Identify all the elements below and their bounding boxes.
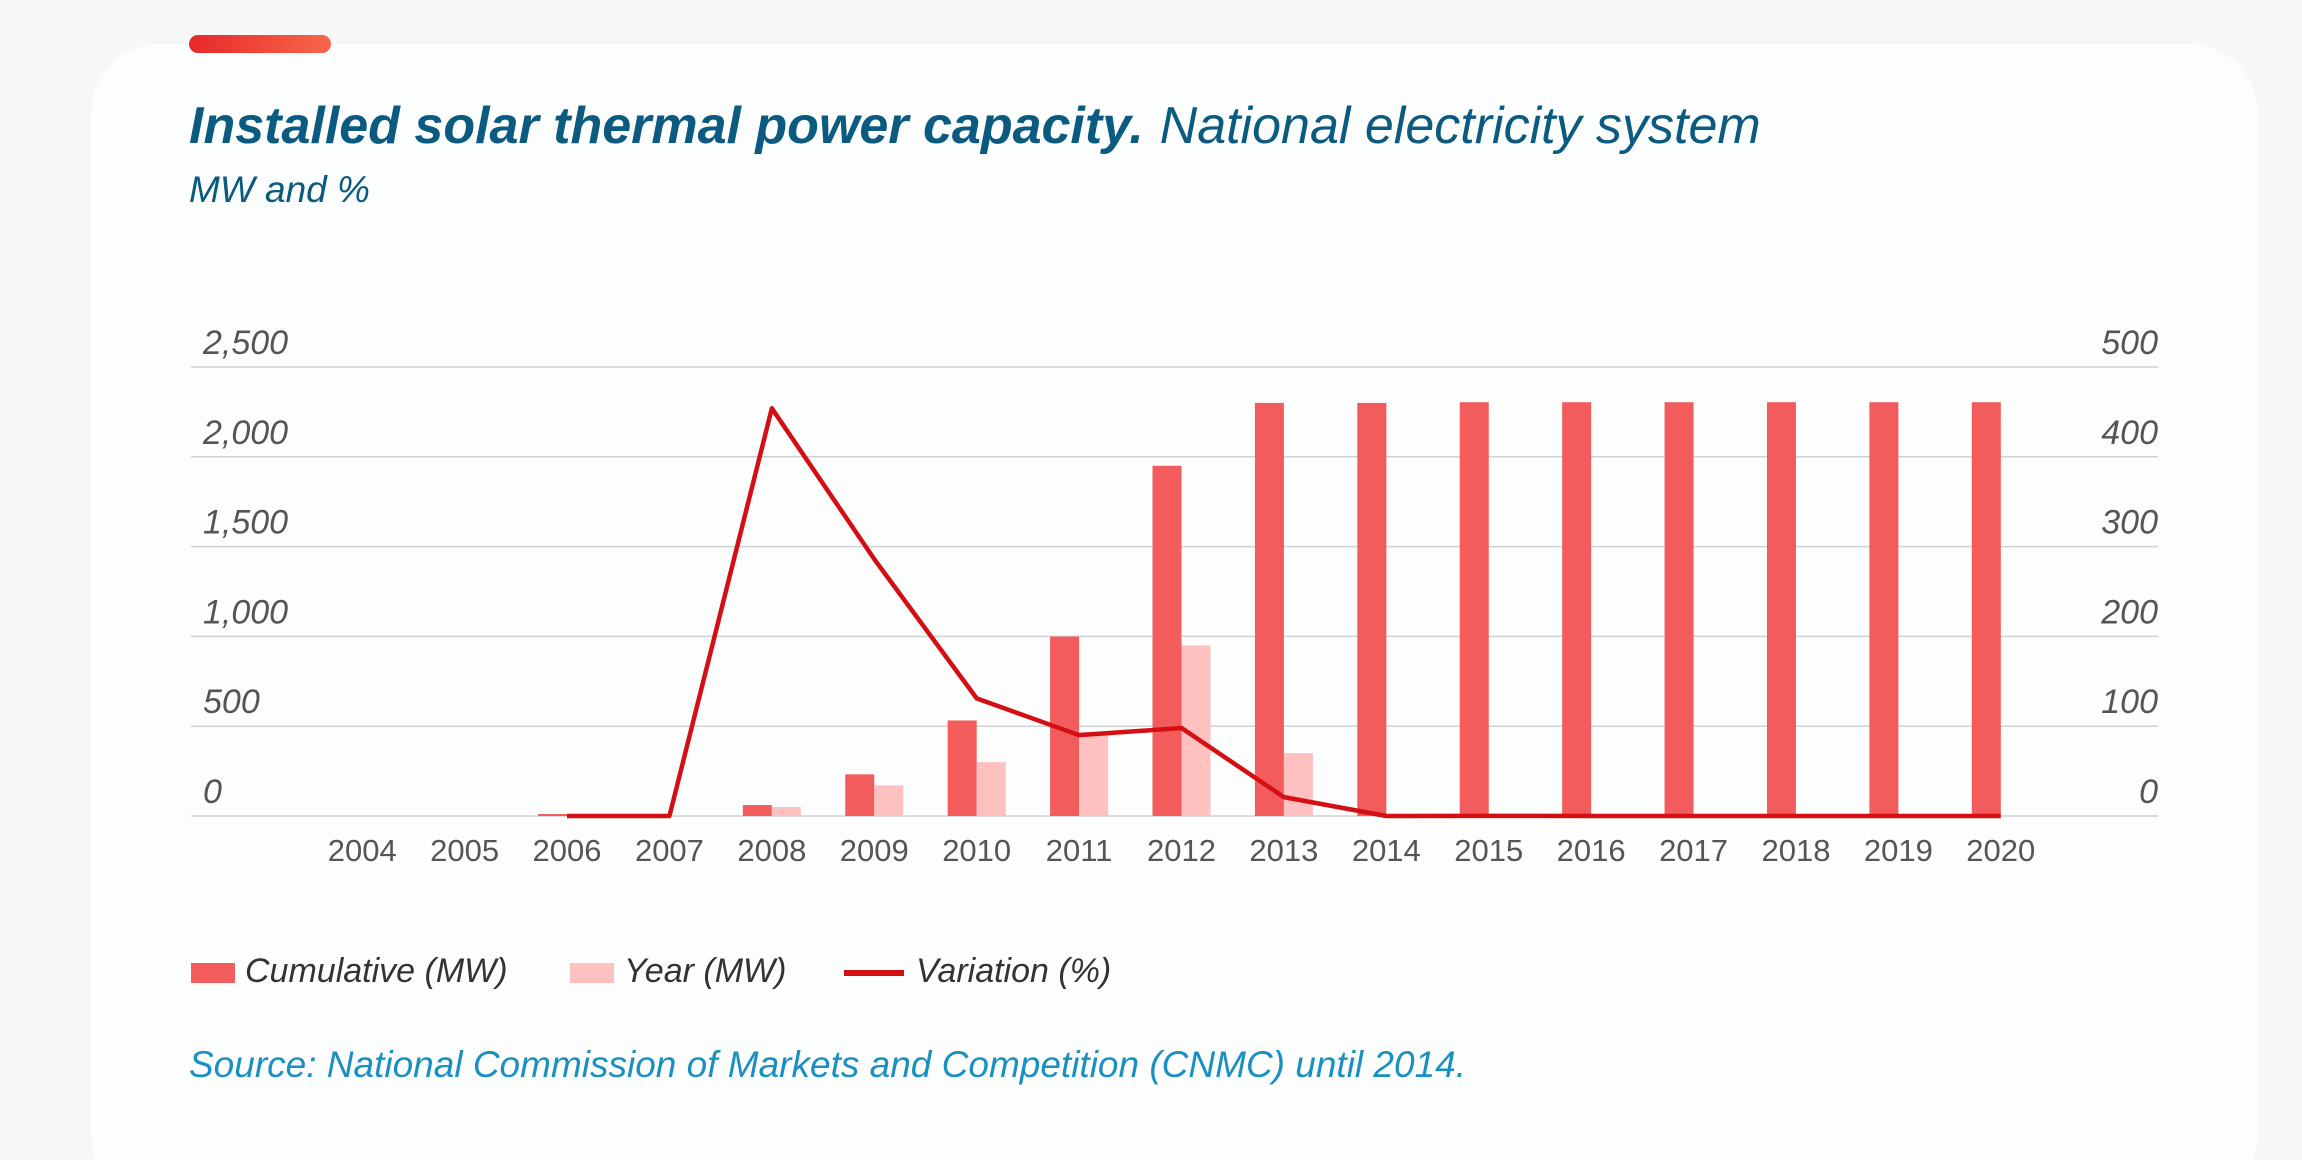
subtitle: MW and % <box>189 169 370 210</box>
bar <box>1152 465 1182 816</box>
bar <box>742 805 772 816</box>
x-tick-label: 2009 <box>840 833 909 868</box>
accent-bar <box>189 35 331 53</box>
bar <box>1283 753 1313 816</box>
y2-tick-label: 500 <box>2101 324 2158 362</box>
y2-tick-label: 100 <box>2101 683 2158 721</box>
y-tick-label: 500 <box>203 683 260 721</box>
x-tick-label: 2017 <box>1659 833 1728 868</box>
bar <box>1664 402 1694 816</box>
legend-label: Cumulative (MW) <box>245 952 508 990</box>
x-tick-label: 2005 <box>430 833 499 868</box>
x-tick-label: 2020 <box>1966 833 2035 868</box>
chart-title: Installed solar thermal power capacity. N… <box>189 97 1761 155</box>
x-tick-label: 2007 <box>635 833 704 868</box>
y2-tick-label: 300 <box>2101 504 2158 542</box>
bar <box>976 762 1006 816</box>
y2-tick-label: 0 <box>2139 773 2158 811</box>
x-tick-label: 2019 <box>1864 833 1933 868</box>
bar <box>1766 402 1796 816</box>
title-main: Installed solar thermal power capacity. <box>189 97 1144 155</box>
y-tick-label: 1,500 <box>203 504 288 542</box>
y-tick-label: 0 <box>203 773 222 811</box>
source: Source: National Commission of Markets a… <box>189 1044 1466 1085</box>
y-tick-label: 2,000 <box>202 414 288 452</box>
bar <box>771 807 801 816</box>
x-tick-label: 2016 <box>1557 833 1626 868</box>
x-tick-label: 2015 <box>1454 833 1523 868</box>
legend-label: Year (MW) <box>624 952 786 990</box>
y2-tick-label: 400 <box>2101 414 2158 452</box>
x-tick-label: 2014 <box>1352 833 1421 868</box>
x-tick-label: 2011 <box>1046 833 1113 868</box>
x-tick-label: 2013 <box>1249 833 1318 868</box>
bar <box>1562 402 1592 816</box>
bar <box>1079 732 1109 816</box>
x-tick-label: 2010 <box>942 833 1011 868</box>
title-suffix: National electricity system <box>1160 97 1761 155</box>
x-tick-label: 2004 <box>328 833 397 868</box>
x-tick-label: 2018 <box>1761 833 1830 868</box>
legend-label: Variation (%) <box>916 952 1111 990</box>
bar <box>845 774 875 816</box>
bar <box>947 720 977 816</box>
bar <box>1459 402 1489 816</box>
x-tick-label: 2012 <box>1147 833 1216 868</box>
y-tick-label: 1,000 <box>203 593 288 631</box>
legend-swatch <box>191 963 235 983</box>
line-series <box>567 406 2001 819</box>
bar <box>1971 402 2001 816</box>
bar <box>1869 402 1899 816</box>
bar <box>874 785 904 816</box>
bar <box>1357 402 1387 816</box>
y-tick-label: 2,500 <box>202 324 288 362</box>
legend-swatch <box>570 963 614 983</box>
x-tick-label: 2006 <box>533 833 602 868</box>
bar <box>1254 402 1284 816</box>
x-tick-label: 2008 <box>737 833 806 868</box>
bar <box>538 814 568 816</box>
y2-tick-label: 200 <box>2100 593 2158 631</box>
